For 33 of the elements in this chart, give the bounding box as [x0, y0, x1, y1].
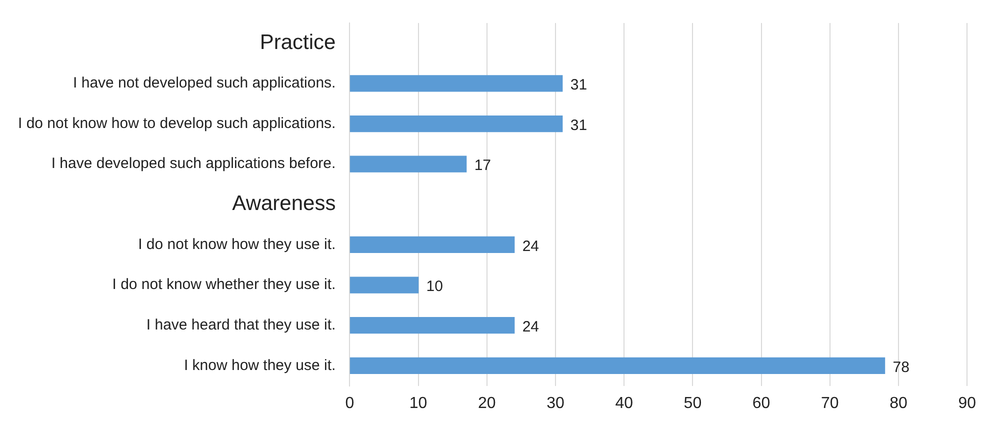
data-label: 17 — [474, 157, 492, 174]
x-tick-label: 10 — [409, 394, 428, 412]
x-tick-label: 70 — [821, 394, 839, 412]
x-tick-label: 0 — [345, 394, 354, 412]
bar — [350, 357, 886, 374]
y-tick-label: I do not know how to develop such applications. — [18, 114, 336, 132]
bar — [350, 236, 515, 254]
x-tick-label: 60 — [752, 394, 770, 412]
data-label: 31 — [570, 116, 588, 134]
y-tick-label: I have heard that they use it. — [146, 316, 336, 334]
data-label: 24 — [522, 238, 540, 255]
y-tick-label: I know how they use it. — [184, 356, 336, 374]
y-tick-label: Awareness — [232, 192, 336, 216]
bar — [350, 317, 515, 334]
y-tick-label: I have not developed such applications. — [73, 74, 336, 92]
y-tick-label: I do not know whether they use it. — [112, 276, 336, 294]
x-tick-label: 20 — [478, 394, 496, 412]
bar — [350, 75, 563, 92]
x-tick-label: 90 — [958, 394, 976, 412]
data-label: 31 — [570, 76, 588, 94]
y-tick-label: Practice — [260, 30, 336, 54]
y-tick-label: I do not know how they use it. — [138, 236, 336, 253]
y-tick-label: I have developed such applications before. — [51, 155, 336, 172]
x-tick-label: 40 — [615, 394, 634, 412]
data-label: 24 — [522, 318, 540, 336]
x-tick-label: 50 — [684, 394, 702, 412]
bar — [350, 115, 563, 132]
bar — [350, 156, 467, 172]
data-label: 78 — [892, 358, 910, 376]
data-label: 10 — [426, 278, 443, 296]
x-tick-label: 30 — [546, 394, 564, 412]
x-tick-label: 80 — [890, 394, 908, 412]
bar — [350, 276, 419, 294]
